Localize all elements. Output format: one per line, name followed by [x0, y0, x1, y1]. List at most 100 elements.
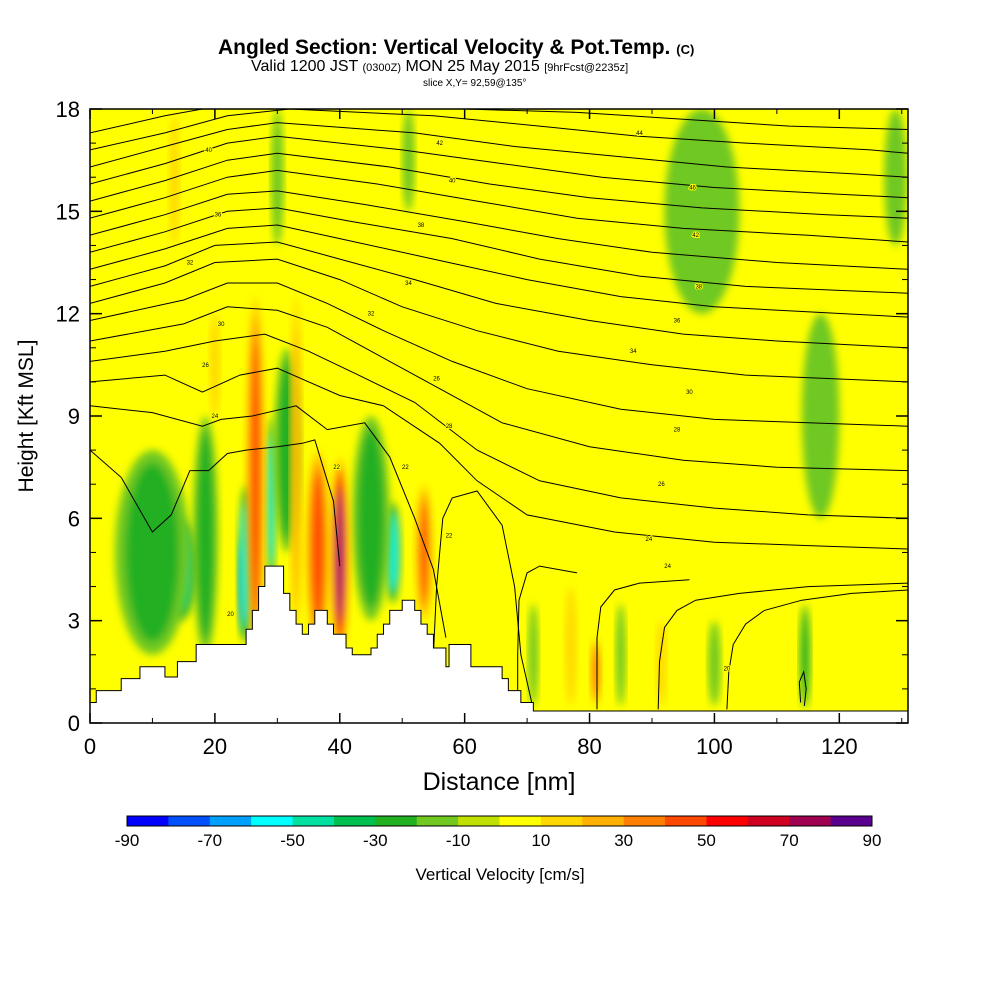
downdraft-cell — [266, 416, 277, 587]
contour-label: 36 — [674, 318, 681, 324]
isentrope-32 — [90, 258, 908, 383]
contour-label: 30 — [218, 322, 225, 328]
colorbar-swatch — [209, 816, 252, 826]
colorbar-swatch — [416, 816, 459, 826]
colorbar-swatch — [127, 816, 169, 826]
isentrope-28 — [90, 306, 908, 472]
terrain — [90, 565, 908, 723]
y-tick-label: 0 — [68, 711, 80, 736]
downdraft-cell-level — [528, 603, 539, 706]
slice-label: slice X,Y= 92,59@135° — [423, 78, 527, 89]
isentrope-low — [726, 589, 908, 710]
downdraft-cell — [352, 415, 390, 621]
contour-label: 26 — [202, 363, 209, 369]
valid-date: MON 25 May 2015 — [405, 58, 540, 75]
potential-temperature-contours — [90, 109, 908, 710]
downdraft-cell-level — [390, 518, 395, 586]
chart-subtitle: Valid 1200 JST (0300Z) MON 25 May 2015 [… — [251, 58, 629, 75]
updraft-cell — [330, 456, 350, 655]
colorbar-tick-label: -90 — [115, 831, 140, 850]
updraft-cell-level — [292, 327, 300, 608]
updraft-cell — [415, 484, 433, 621]
contour-label: 44 — [636, 131, 643, 137]
updraft-cell — [305, 450, 331, 648]
downdraft-cell — [384, 501, 401, 604]
colorbar-swatch — [706, 816, 749, 826]
isentrope-low — [432, 490, 534, 710]
updraft-cell-level — [314, 482, 322, 616]
updraft-cell — [590, 637, 601, 706]
updraft-cell-level — [338, 493, 342, 619]
downdraft-cell — [402, 109, 415, 212]
downdraft-cell — [114, 450, 190, 655]
contour-label: 40 — [205, 148, 212, 154]
colorbar-swatch — [168, 816, 211, 826]
x-tick-label: 80 — [577, 734, 601, 759]
downdraft-cell-level — [615, 603, 626, 706]
contour-label: 22 — [333, 465, 340, 471]
contour-label: 28 — [674, 428, 681, 434]
colorbar-tick-label: 90 — [863, 831, 882, 850]
isentrope-low — [798, 669, 807, 706]
colorbar-swatch — [333, 816, 376, 826]
downdraft-cell — [528, 603, 539, 706]
colorbar-swatch — [540, 816, 583, 826]
contour-label: 26 — [658, 482, 665, 488]
contour-label: 24 — [212, 414, 219, 420]
isentrope-30 — [90, 282, 908, 427]
isentrope-low — [657, 582, 908, 710]
contour-label: 40 — [449, 179, 456, 185]
downdraft-cell-level — [281, 374, 293, 527]
isentrope-42 — [90, 169, 908, 243]
isentrope-40 — [90, 190, 908, 270]
isentrope-48 — [90, 122, 908, 178]
y-tick-label: 9 — [68, 404, 80, 429]
colorbar-swatch — [789, 816, 832, 826]
colorbar-label: Vertical Velocity [cm/s] — [415, 865, 584, 884]
contour-label: 38 — [418, 223, 425, 229]
downdraft-cell-level — [664, 109, 740, 314]
downdraft-cell — [708, 620, 721, 706]
colorbar-tick-label: -30 — [363, 831, 388, 850]
updraft-cell — [656, 620, 667, 706]
contour-label: 46 — [689, 185, 696, 191]
isentrope-52 — [90, 109, 908, 134]
downdraft-cell-level — [273, 121, 282, 234]
x-axis-label: Distance [nm] — [423, 768, 576, 796]
colorbar-swatch — [582, 816, 625, 826]
colorbar-tick-label: 10 — [531, 831, 550, 850]
downdraft-cell-level — [801, 313, 840, 519]
isentrope-38 — [90, 207, 908, 294]
x-tick-label: 40 — [328, 734, 352, 759]
contour-label: 42 — [436, 141, 443, 147]
updraft-cell — [290, 296, 302, 638]
downdraft-cell-level — [802, 617, 808, 696]
x-tick-label: 120 — [821, 734, 858, 759]
isentrope-20 — [90, 439, 341, 567]
valid-utc: (0300Z) — [362, 62, 402, 74]
x-tick-label: 0 — [84, 734, 96, 759]
isentrope-26 — [90, 333, 908, 519]
contour-label: 22 — [446, 533, 453, 539]
colorbar-tick-label: -10 — [446, 831, 471, 850]
y-tick-label: 6 — [68, 506, 80, 531]
isentrope-22 — [90, 405, 447, 638]
colorbar-frame — [126, 815, 873, 827]
colorbar-tick-label: 30 — [614, 831, 633, 850]
contour-label: 24 — [646, 537, 653, 543]
x-tick-label: 100 — [696, 734, 733, 759]
downdraft-cell-level — [404, 118, 413, 203]
isentrope-low — [596, 579, 690, 710]
updraft-cell-level — [252, 356, 259, 602]
colorbar-tick-label: 50 — [697, 831, 716, 850]
updraft-cell-level — [211, 322, 218, 407]
updraft-cell — [565, 586, 577, 706]
isentrope-50 — [90, 109, 908, 154]
y-tick-label: 15 — [56, 199, 80, 224]
isentrope-24 — [90, 367, 908, 550]
contour-label: 28 — [446, 424, 453, 430]
updraft-cell-level — [567, 597, 575, 696]
contour-labels: 20 22 22 24 26 30 32 36 40 32 34 38 40 42 46 44 42 38 36 34… — [186, 130, 732, 674]
